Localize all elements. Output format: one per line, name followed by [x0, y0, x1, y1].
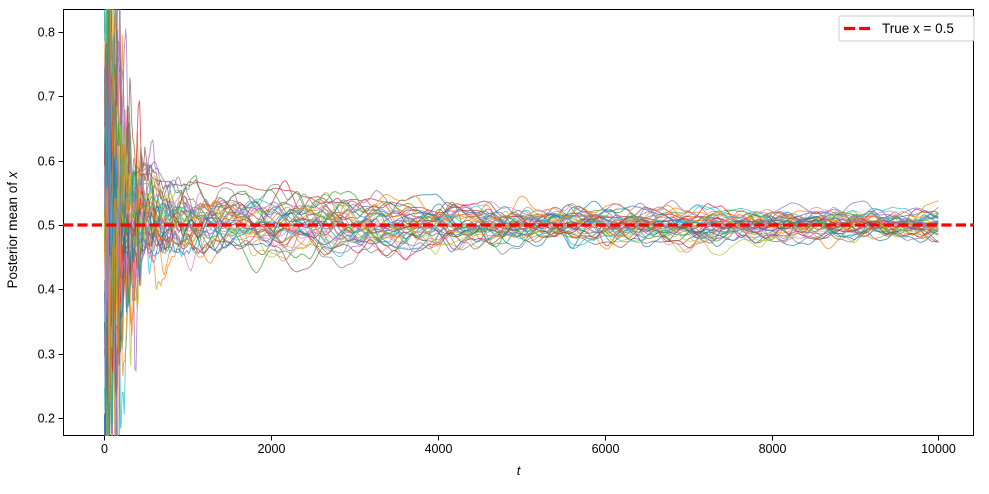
svg-text:10000: 10000: [921, 442, 956, 456]
svg-text:0.3: 0.3: [38, 348, 55, 362]
svg-text:Posterior mean of x: Posterior mean of x: [5, 170, 20, 288]
svg-text:0.4: 0.4: [38, 283, 55, 297]
svg-text:True x = 0.5: True x = 0.5: [882, 21, 954, 36]
svg-text:0.8: 0.8: [38, 26, 55, 40]
svg-text:4000: 4000: [425, 442, 453, 456]
svg-text:6000: 6000: [592, 442, 620, 456]
svg-text:0.2: 0.2: [38, 412, 55, 426]
svg-text:0: 0: [101, 442, 108, 456]
svg-text:8000: 8000: [759, 442, 787, 456]
svg-text:0.7: 0.7: [38, 90, 55, 104]
svg-text:2000: 2000: [258, 442, 286, 456]
svg-text:0.6: 0.6: [38, 155, 55, 169]
svg-text:0.5: 0.5: [38, 219, 55, 233]
